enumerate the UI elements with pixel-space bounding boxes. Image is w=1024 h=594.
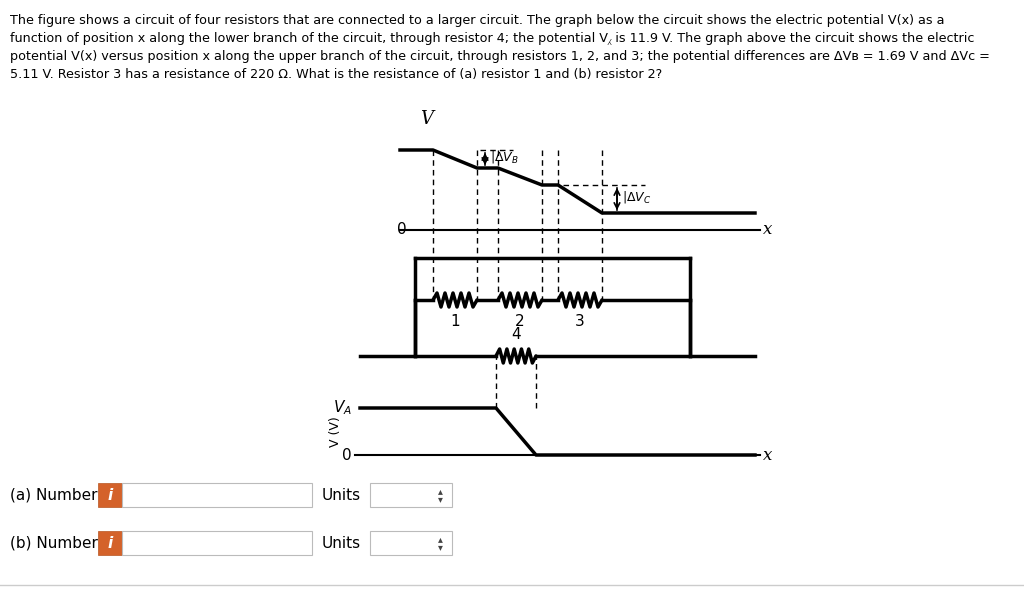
Text: x: x bbox=[763, 222, 772, 239]
Text: Units: Units bbox=[322, 488, 361, 503]
Text: The figure shows a circuit of four resistors that are connected to a larger circ: The figure shows a circuit of four resis… bbox=[10, 14, 944, 27]
Text: i: i bbox=[108, 488, 113, 503]
Text: 0: 0 bbox=[342, 447, 352, 463]
Text: $V_A$: $V_A$ bbox=[333, 399, 352, 418]
FancyBboxPatch shape bbox=[122, 483, 312, 507]
Text: x: x bbox=[763, 447, 772, 463]
Text: potential V(x) versus position x along the upper branch of the circuit, through : potential V(x) versus position x along t… bbox=[10, 50, 990, 63]
Text: 0: 0 bbox=[397, 223, 407, 238]
FancyBboxPatch shape bbox=[98, 531, 122, 555]
Text: ▾: ▾ bbox=[437, 542, 442, 552]
Text: (b) Number: (b) Number bbox=[10, 536, 98, 551]
FancyBboxPatch shape bbox=[122, 531, 312, 555]
Text: (a) Number: (a) Number bbox=[10, 488, 97, 503]
Text: 5.11 V. Resistor 3 has a resistance of 220 Ω. What is the resistance of (a) resi: 5.11 V. Resistor 3 has a resistance of 2… bbox=[10, 68, 663, 81]
Text: Units: Units bbox=[322, 536, 361, 551]
Text: ▴: ▴ bbox=[437, 534, 442, 544]
FancyBboxPatch shape bbox=[98, 483, 122, 507]
Text: ▾: ▾ bbox=[437, 494, 442, 504]
FancyBboxPatch shape bbox=[370, 531, 452, 555]
Text: ▴: ▴ bbox=[437, 486, 442, 496]
Text: 4: 4 bbox=[511, 327, 521, 342]
Text: function of position x along the lower branch of the circuit, through resistor 4: function of position x along the lower b… bbox=[10, 32, 975, 45]
Text: V (V): V (V) bbox=[329, 416, 341, 447]
Text: i: i bbox=[108, 536, 113, 551]
FancyBboxPatch shape bbox=[370, 483, 452, 507]
Text: 3: 3 bbox=[575, 314, 585, 329]
Text: 2: 2 bbox=[515, 314, 525, 329]
Text: V: V bbox=[421, 110, 433, 128]
Text: $|\Delta V_B$: $|\Delta V_B$ bbox=[490, 149, 519, 165]
Text: $|\Delta V_C$: $|\Delta V_C$ bbox=[622, 189, 651, 205]
Text: 1: 1 bbox=[451, 314, 460, 329]
